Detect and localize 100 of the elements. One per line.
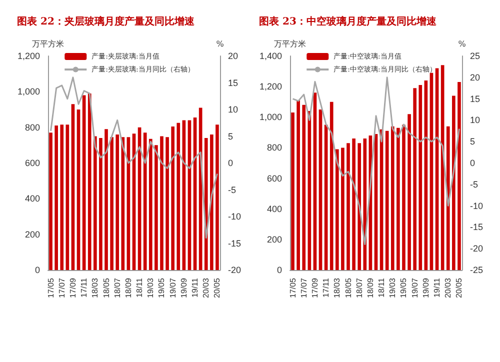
chart-title: 图表 23：中空玻璃月度产量及同比增速 bbox=[259, 16, 438, 28]
bar bbox=[116, 134, 120, 270]
bar bbox=[330, 102, 334, 270]
bar bbox=[390, 126, 394, 270]
bar bbox=[171, 126, 175, 270]
y2-tick-label: 15 bbox=[470, 94, 480, 104]
y2-tick-label: 10 bbox=[470, 115, 480, 126]
bar bbox=[76, 110, 80, 270]
line-series bbox=[50, 76, 218, 239]
bar bbox=[60, 124, 64, 270]
bar bbox=[88, 93, 92, 270]
x-tick-label: 18/03 bbox=[332, 277, 342, 298]
y-tick-label: 1,200 bbox=[17, 51, 40, 61]
bar bbox=[396, 128, 400, 270]
bar bbox=[413, 88, 417, 270]
y2-tick-label: -10 bbox=[228, 212, 242, 222]
x-tick-label: 18/03 bbox=[90, 277, 100, 298]
y-axis-title: 万平方米 bbox=[32, 40, 64, 48]
y2-axis-title: % bbox=[458, 40, 466, 48]
bar bbox=[176, 122, 180, 270]
y2-tick-label: 20 bbox=[228, 51, 238, 61]
x-tick-label: 18/07 bbox=[112, 277, 122, 298]
bar bbox=[302, 104, 306, 270]
bar bbox=[66, 124, 70, 270]
bar bbox=[346, 143, 350, 270]
y2-tick-label: 15 bbox=[228, 78, 238, 88]
bar bbox=[408, 114, 411, 270]
bar bbox=[363, 138, 367, 270]
bar bbox=[313, 92, 317, 270]
y-tick-label: 600 bbox=[24, 158, 40, 168]
x-tick-label: 18/11 bbox=[377, 277, 386, 298]
x-tick-label: 18/11 bbox=[135, 277, 144, 298]
y-tick-label: 200 bbox=[24, 229, 40, 240]
y2-tick-label: 25 bbox=[470, 51, 480, 61]
bar bbox=[216, 124, 219, 270]
bar bbox=[296, 100, 300, 270]
x-tick-label: 17/05 bbox=[288, 277, 298, 298]
y2-tick-label: 5 bbox=[228, 131, 234, 142]
x-tick-label: 17/11 bbox=[322, 277, 331, 298]
y-tick-label: 200 bbox=[266, 234, 282, 244]
x-tick-label: 19/05 bbox=[157, 277, 166, 298]
y2-tick-label: 0 bbox=[228, 158, 234, 168]
y-tick-label: 0 bbox=[276, 265, 282, 275]
y2-tick-label: -20 bbox=[470, 244, 484, 254]
x-tick-label: 20/03 bbox=[444, 277, 453, 298]
y2-tick-label: -10 bbox=[470, 200, 484, 211]
bar bbox=[210, 134, 214, 270]
y-tick-label: 800 bbox=[24, 122, 40, 132]
y2-tick-label: -15 bbox=[228, 238, 242, 248]
x-tick-label: 19/09 bbox=[179, 277, 188, 298]
bar bbox=[458, 82, 461, 270]
x-tick-label: 19/03 bbox=[146, 277, 156, 298]
y-tick-label: 1,400 bbox=[259, 51, 282, 61]
y-tick-label: 400 bbox=[266, 204, 282, 214]
y2-tick-label: 20 bbox=[470, 72, 480, 82]
y2-tick-label: 5 bbox=[470, 136, 476, 147]
bar bbox=[148, 138, 152, 270]
y-tick-label: 400 bbox=[24, 194, 40, 204]
y2-tick-label: -20 bbox=[228, 265, 242, 275]
x-tick-label: 17/09 bbox=[68, 277, 78, 298]
bar bbox=[402, 124, 406, 270]
bar bbox=[93, 136, 97, 270]
bar bbox=[121, 137, 125, 270]
bar bbox=[385, 130, 389, 270]
bar bbox=[49, 132, 52, 270]
x-tick-label: 18/07 bbox=[354, 277, 364, 298]
y-axis-title: 万平方米 bbox=[274, 40, 306, 48]
bar bbox=[446, 126, 450, 270]
bar bbox=[358, 143, 362, 270]
y-tick-label: 0 bbox=[34, 265, 40, 275]
bar bbox=[341, 148, 344, 270]
chart-title: 图表 22：夹层玻璃月度产量及同比增速 bbox=[17, 16, 196, 28]
x-tick-label: 20/03 bbox=[202, 277, 211, 298]
y2-tick-label: 10 bbox=[228, 104, 238, 114]
bar bbox=[166, 137, 169, 270]
bar bbox=[318, 110, 322, 270]
y2-tick-label: -5 bbox=[470, 179, 478, 190]
bar bbox=[54, 126, 58, 270]
bar bbox=[82, 95, 86, 270]
bar bbox=[418, 85, 422, 270]
y-tick-label: 1,200 bbox=[259, 82, 282, 92]
x-tick-label: 17/09 bbox=[310, 277, 320, 298]
x-tick-label: 18/05 bbox=[344, 277, 353, 298]
x-tick-label: 19/05 bbox=[399, 277, 408, 298]
x-tick-label: 18/09 bbox=[124, 277, 133, 298]
x-tick-label: 18/09 bbox=[366, 277, 375, 298]
x-tick-label: 20/05 bbox=[212, 277, 222, 298]
x-tick-label: 17/07 bbox=[57, 277, 66, 298]
x-tick-label: 19/11 bbox=[432, 277, 442, 298]
y-tick-label: 600 bbox=[266, 173, 282, 184]
x-tick-label: 19/07 bbox=[168, 277, 178, 298]
x-tick-label: 19/03 bbox=[388, 277, 398, 298]
bar bbox=[352, 138, 356, 270]
y-tick-label: 800 bbox=[266, 142, 282, 153]
y2-tick-label: -15 bbox=[470, 222, 484, 232]
x-tick-label: 19/09 bbox=[421, 277, 430, 298]
bar bbox=[104, 129, 108, 270]
x-tick-label: 19/07 bbox=[410, 277, 420, 298]
bar bbox=[99, 138, 102, 270]
bar bbox=[110, 137, 114, 270]
